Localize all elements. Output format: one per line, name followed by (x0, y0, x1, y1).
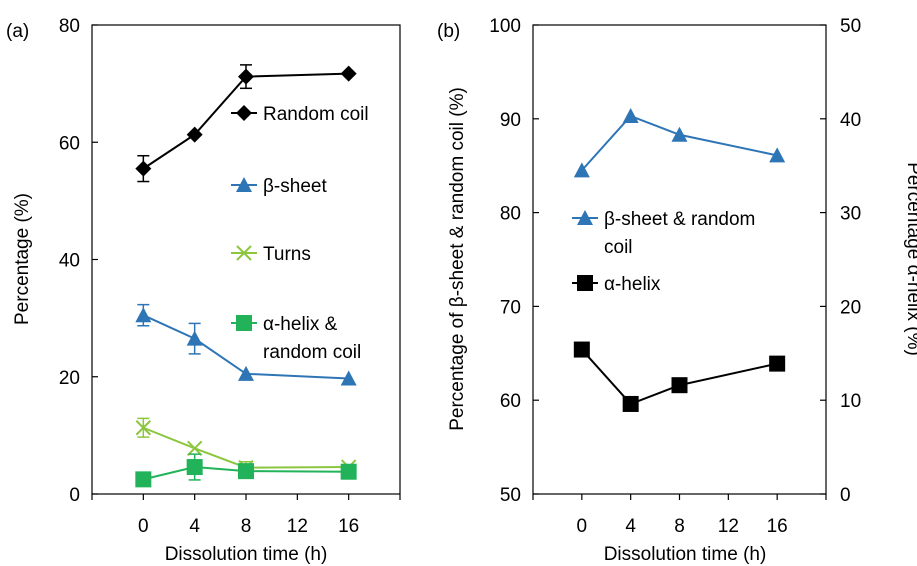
panel-a-x-tick-label: 0 (138, 516, 149, 537)
panel-a-x-axis-label: Dissolution time (h) (165, 544, 328, 565)
panel-b-x-tick-label: 16 (767, 516, 788, 537)
panel-a-series-3-point-2 (238, 463, 254, 480)
panel-a-series-0-point-2 (238, 68, 254, 85)
panel-a-series-3-point-3 (340, 463, 357, 480)
panel-b-series-1 (573, 341, 786, 412)
panel-b-x-tick-label: 4 (625, 516, 636, 537)
panel-a-series-0-point-3 (340, 65, 357, 82)
panel-a-series-1-point-2 (238, 365, 254, 381)
panel-a-y-tick-label: 80 (59, 16, 80, 37)
panel-a-series-2-point-0 (135, 420, 152, 436)
panel-b-series-0-line (581, 114, 778, 172)
panel-b-y-tick-label: 100 (489, 16, 521, 37)
panel-a-series-0-point-1 (186, 126, 203, 143)
panel-b-y-tick-label: 90 (500, 110, 521, 131)
panel-a-legend-label-3: α-helix & (263, 314, 338, 335)
panel-a-series-3-point-0 (135, 471, 152, 488)
panel-b-series-1-point-0 (573, 341, 590, 358)
panel-a-y-tick-label: 20 (59, 368, 80, 389)
panel-b-x-tick-label: 8 (674, 516, 685, 537)
panel-a-series-0-line (142, 72, 349, 170)
panel-b: (b) Dissolution time (h) Percentage of β… (437, 16, 917, 565)
panel-a-series-3 (135, 453, 357, 488)
panel-b-series-0-point-0 (573, 162, 590, 178)
panel-a-legend-label-2: Turns (263, 244, 311, 265)
panel-a-series-2-point-0-stroke-2 (135, 420, 152, 436)
panel-a-legend-label-0: Random coil (263, 104, 369, 125)
panel-a-series-0 (135, 64, 357, 183)
panel-a-series-1-point-0 (135, 307, 152, 323)
panel-a-legend-marker-3 (236, 315, 252, 331)
panel-a-legend-label-3: random coil (263, 342, 361, 363)
panel-a-series-1-point-1 (186, 330, 203, 346)
panel-a-series-0-point-0 (135, 160, 152, 177)
panel-b-y2-axis-label: Percentage α-helix (%) (903, 162, 917, 356)
panel-b-legend-marker-1 (577, 275, 593, 291)
panel-b-y-axis-label: Percentage of β-sheet & random coil (%) (447, 87, 468, 431)
panel-a-series-3-line (143, 466, 349, 481)
panel-b-series-0 (573, 107, 786, 178)
panel-b-y-tick-label: 60 (500, 391, 521, 412)
panel-a-legend-marker-0 (236, 105, 252, 121)
panel-b-y2-tick-label: 30 (840, 204, 861, 225)
panel-b-legend: β-sheet & random coil α-helix (572, 209, 755, 295)
panel-b-y2-tick-label: 10 (840, 391, 861, 412)
panel-b-series-0-point-3 (769, 147, 786, 163)
panel-b-series-0-point-2 (671, 126, 688, 142)
panel-b-series-1-point-3 (769, 355, 786, 372)
panel-b-x-tick-label: 0 (577, 516, 588, 537)
panel-b-x-axis-label: Dissolution time (h) (604, 544, 767, 565)
panel-a-y-tick-label: 60 (59, 133, 80, 154)
panel-b-y2-tick-label: 40 (840, 110, 861, 131)
panel-a-series-1-line (142, 314, 349, 380)
panel-a-y-axis-label: Percentage (%) (12, 193, 33, 325)
panel-b-legend-label-0: coil (604, 237, 633, 258)
panel-b-y-tick-label: 50 (500, 485, 521, 506)
panel-a-legend: Random coil β-sheet Turns α-helix & random c… (231, 104, 369, 363)
panel-b-series-1-point-2 (671, 377, 688, 394)
panel-b-y2-tick-label: 20 (840, 297, 861, 318)
panel-b-legend-label-0: β-sheet & random (604, 209, 755, 230)
panel-a-x-tick-label: 4 (189, 516, 200, 537)
panel-b-x-tick-label: 12 (718, 516, 739, 537)
panel-a-x-tick-label: 12 (287, 516, 308, 537)
panel-b-y-tick-label: 80 (500, 204, 521, 225)
panel-b-series-1-point-1 (622, 395, 639, 412)
panel-b-legend-label-1: α-helix (604, 274, 661, 295)
panel-b-y-tick-label: 70 (500, 297, 521, 318)
panel-a-y-tick-label: 0 (69, 485, 80, 506)
panel-a-series-1 (135, 303, 357, 386)
panel-a-y-tick-label: 40 (59, 251, 80, 272)
panel-a-x-tick-label: 16 (338, 516, 359, 537)
panel-a-label: (a) (6, 21, 29, 42)
panel-a-series-2-point-1-stroke-2 (186, 440, 203, 456)
panel-b-series-0-point-1 (622, 107, 639, 123)
panel-b-series-1-line (581, 348, 778, 406)
panel-b-legend-marker-0 (577, 210, 593, 225)
panel-a-legend-label-1: β-sheet (263, 176, 327, 197)
panel-a-series-2-line (142, 426, 349, 469)
panel-b-y2-tick-label: 0 (840, 485, 851, 506)
panel-a-legend-marker-2-stroke-2 (236, 245, 252, 261)
panel-a-x-tick-label: 8 (241, 516, 252, 537)
panel-a-series-3-point-1 (186, 459, 203, 476)
panel-a: (a) Dissolution time (h) Percentage (%) … (6, 16, 401, 565)
panel-b-label: (b) (437, 21, 460, 42)
panel-b-plot-frame (532, 24, 827, 495)
panel-a-legend-marker-2 (236, 245, 252, 261)
panel-a-series-2-point-1 (186, 440, 203, 456)
panel-a-legend-marker-1 (236, 177, 252, 192)
panel-b-y2-tick-label: 50 (840, 16, 861, 37)
panel-a-series-1-point-3 (340, 370, 357, 386)
